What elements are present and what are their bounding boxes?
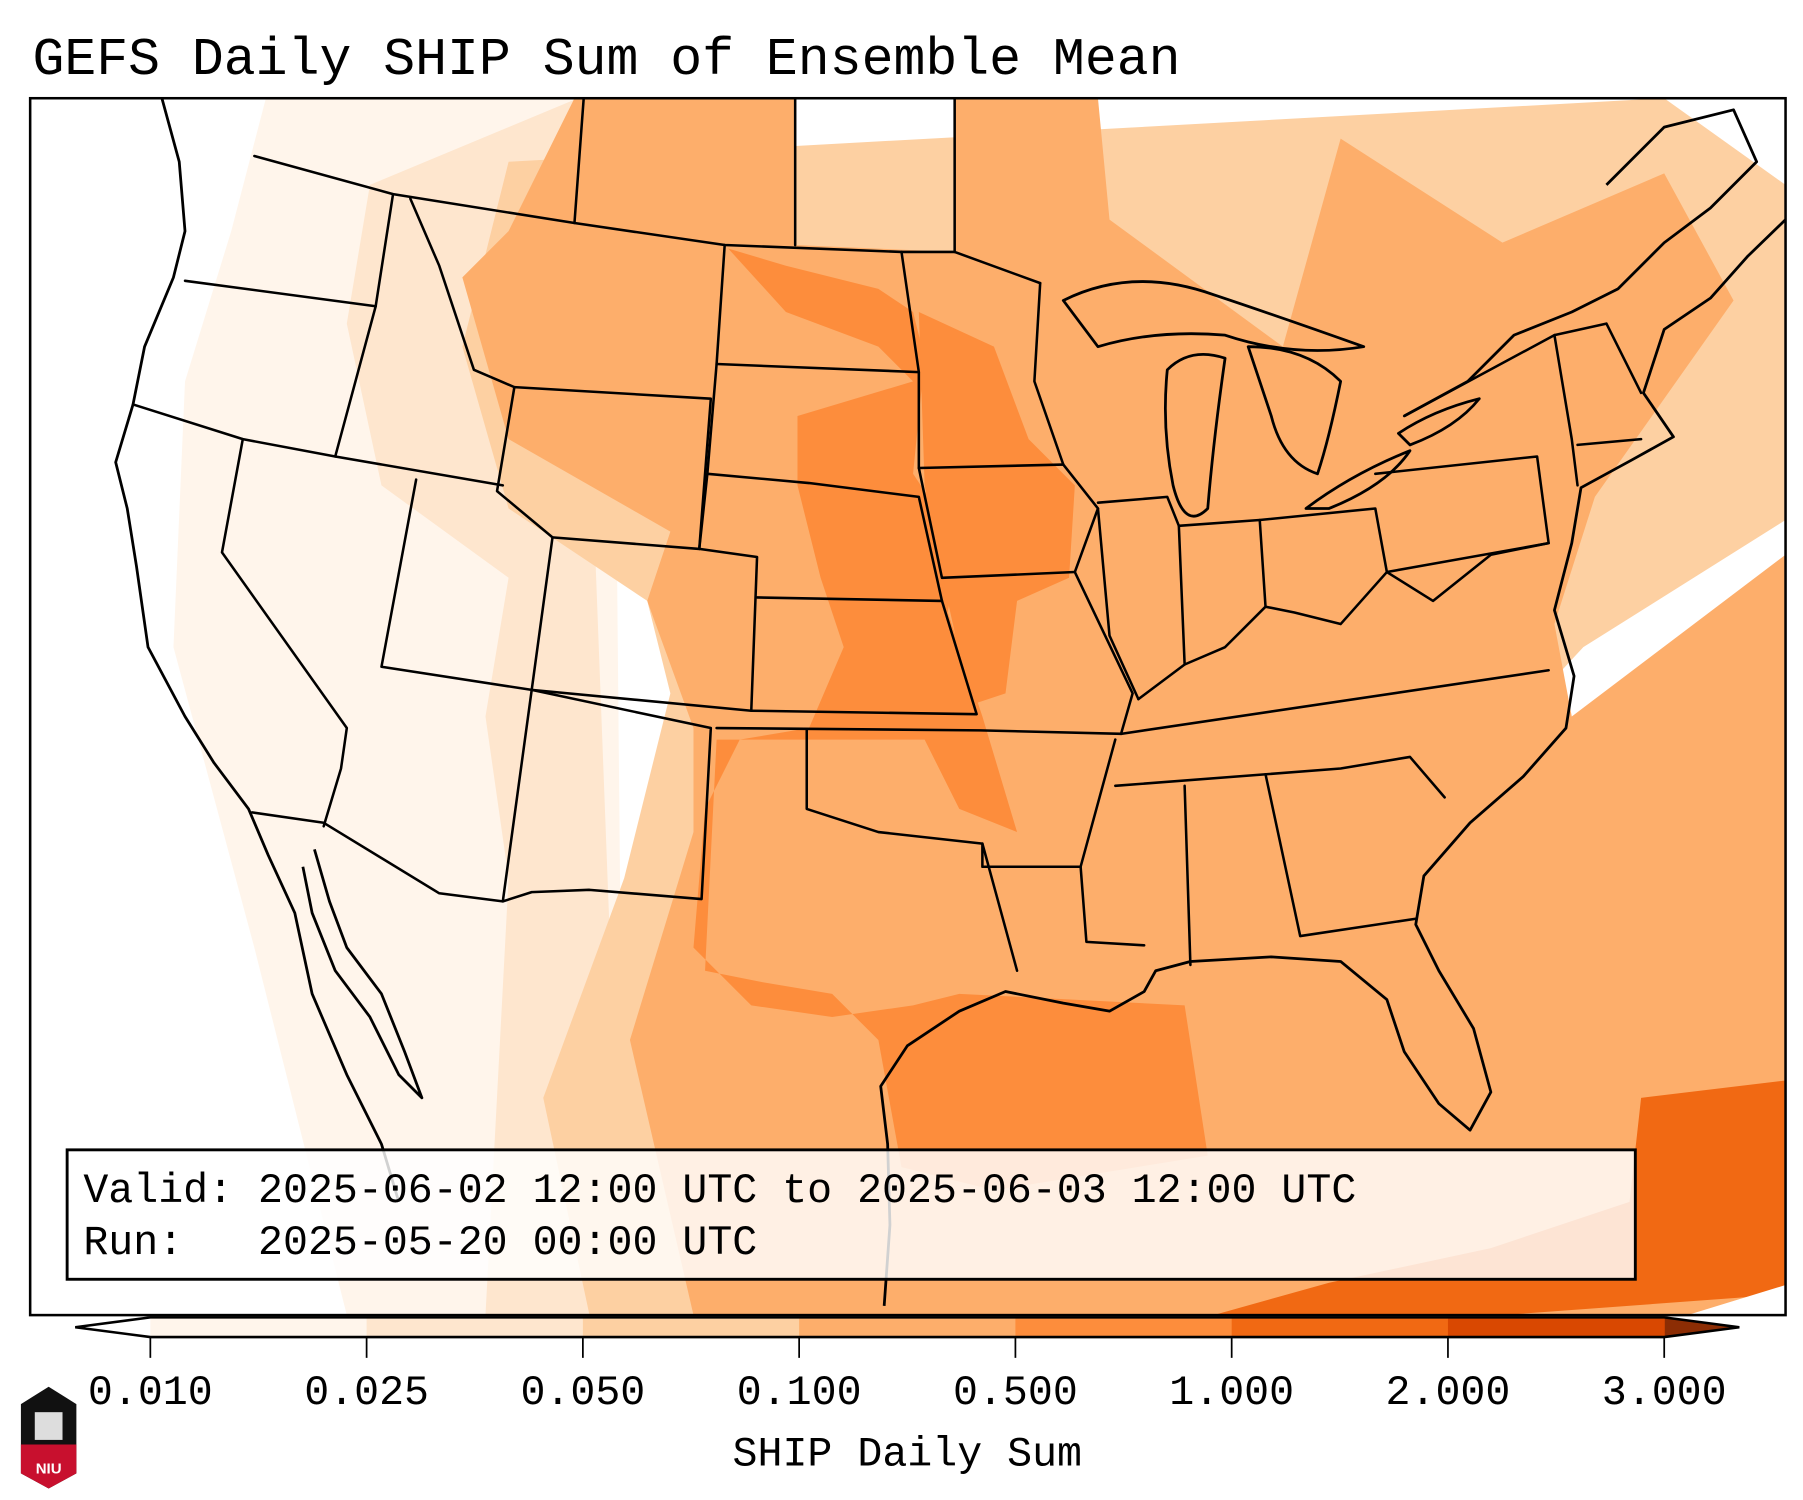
colorbar-bin-4 [1015, 1317, 1233, 1338]
colorbar-bin-6 [1447, 1317, 1665, 1338]
valid-time-text: Valid: 2025-06-02 12:00 UTC to 2025-06-0… [83, 1168, 1356, 1215]
lake-erie [1304, 449, 1412, 510]
colorbar-bin-0 [150, 1317, 368, 1338]
colorbar-tick-label: 3.000 [1602, 1370, 1727, 1417]
colorbar-bin-1 [366, 1317, 584, 1338]
colorbar-label: SHIP Daily Sum [733, 1431, 1082, 1478]
logo-text: NIU [36, 1460, 62, 1477]
field-1.000-2.000 [1213, 1080, 1786, 1316]
colorbar-bin-2 [582, 1317, 800, 1338]
field-0.500-1.000-midwest [918, 312, 1075, 705]
colorbar-bin-5 [1231, 1317, 1449, 1338]
colorbar: 0.010 0.025 0.050 0.100 0.500 1.000 2.000 3.000 [75, 1316, 1740, 1417]
colorbar-tick-label: 0.010 [88, 1370, 213, 1417]
map-frame [28, 96, 1787, 1317]
chart-title: GEFS Daily SHIP Sum of Ensemble Mean [32, 30, 1180, 90]
colorbar-under-extension [75, 1317, 151, 1338]
colorbar-tick-label: 1.000 [1169, 1370, 1294, 1417]
colorbar-tick-label: 2.000 [1386, 1370, 1511, 1417]
info-box: Valid: 2025-06-02 12:00 UTC to 2025-06-0… [65, 1148, 1637, 1281]
canada-coastline [1403, 108, 1759, 418]
niu-logo: NIU [20, 1386, 77, 1489]
colorbar-over-extension [1664, 1317, 1740, 1338]
run-time-text: Run: 2025-05-20 00:00 UTC [83, 1220, 757, 1267]
state-borders [131, 98, 1643, 972]
outside-domain-corner [1687, 1285, 1786, 1316]
lake-ontario [1397, 397, 1481, 447]
gulf-coastline [879, 218, 1786, 1306]
colorbar-tick-label: 0.500 [953, 1370, 1078, 1417]
colorbar-tick-label: 0.100 [737, 1370, 862, 1417]
baja-coastline [301, 848, 424, 1100]
lake-superior [1061, 280, 1366, 352]
pacific-coastline [114, 98, 401, 1203]
lake-michigan [1163, 353, 1227, 518]
colorbar-bin-3 [799, 1317, 1016, 1338]
colorbar-tick-label: 0.025 [304, 1370, 429, 1417]
map: Valid: 2025-06-02 12:00 UTC to 2025-06-0… [30, 98, 1786, 1316]
colorbar-tick-label: 0.050 [520, 1370, 645, 1417]
lake-huron [1246, 345, 1343, 476]
